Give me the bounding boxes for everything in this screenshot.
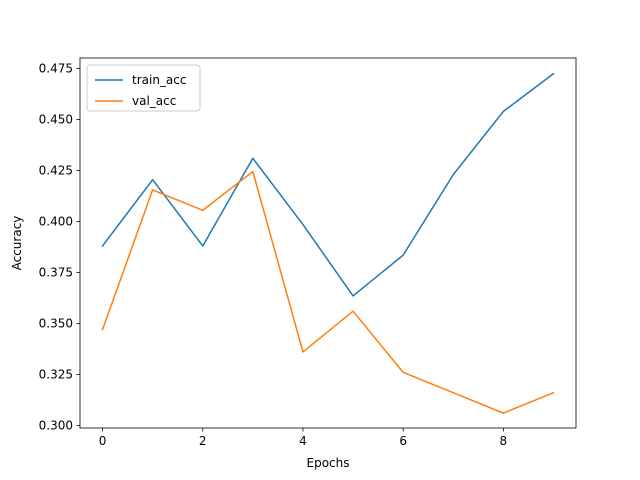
x-tick-label: 8: [500, 434, 508, 448]
y-tick-label: 0.450: [39, 113, 73, 127]
y-tick-label: 0.400: [39, 214, 73, 228]
legend: train_acc val_acc: [86, 64, 201, 112]
legend-box: [86, 64, 201, 112]
y-tick-label: 0.350: [39, 316, 73, 330]
y-tick-label: 0.475: [39, 62, 73, 76]
y-tick-label: 0.300: [39, 418, 73, 432]
x-tick-label: 6: [399, 434, 407, 448]
y-axis-ticks: 0.300 0.325 0.350 0.375 0.400 0.425 0.450 0.475: [39, 62, 80, 432]
series-lines: [101, 72, 555, 414]
legend-label: val_acc: [132, 94, 176, 108]
legend-label: train_acc: [132, 73, 186, 87]
x-tick-label: 2: [199, 434, 207, 448]
plot-frame: [79, 57, 577, 429]
x-axis-ticks: 0 2 4 6 8: [99, 428, 507, 448]
x-axis-label: Epochs: [307, 456, 350, 470]
y-tick-label: 0.425: [39, 164, 73, 178]
y-axis-label: Accuracy: [10, 216, 24, 271]
series-line-train-acc: [101, 72, 555, 297]
x-tick-label: 4: [299, 434, 307, 448]
y-tick-label: 0.375: [39, 265, 73, 279]
series-line-val-acc: [101, 170, 555, 414]
y-tick-label: 0.325: [39, 367, 73, 381]
x-tick-label: 0: [99, 434, 107, 448]
